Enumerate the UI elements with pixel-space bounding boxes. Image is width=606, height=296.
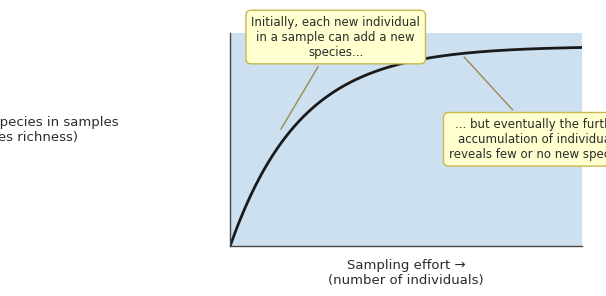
Text: ... but eventually the further
accumulation of individuals
reveals few or no new: ... but eventually the further accumulat… — [449, 57, 606, 161]
Text: Sampling effort →
(number of individuals): Sampling effort → (number of individuals… — [328, 259, 484, 287]
Text: Initially, each new individual
in a sample can add a new
species...: Initially, each new individual in a samp… — [251, 15, 420, 129]
Text: Number of species in samples
(species richness): Number of species in samples (species ri… — [0, 116, 119, 144]
